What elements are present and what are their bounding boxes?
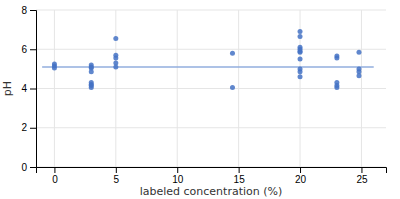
y-tick-mark	[30, 10, 36, 11]
marks	[42, 29, 374, 90]
x-tick: 0	[52, 167, 58, 185]
x-axis: 0 5 10 15 20 25	[37, 167, 387, 185]
x-tick-mark	[239, 167, 240, 173]
scatter-point	[298, 49, 303, 54]
y-axis-title: pH	[1, 81, 14, 96]
y-tick: 4	[21, 83, 36, 94]
y-tick: 2	[21, 122, 36, 133]
scatter-point	[298, 34, 303, 39]
x-axis-line	[37, 168, 387, 174]
y-tick-mark	[30, 167, 36, 168]
y-tick-label: 4	[21, 83, 27, 94]
scatter-point	[89, 85, 94, 90]
x-tick-mark	[177, 167, 178, 173]
y-tick-label: 2	[21, 122, 27, 133]
chart: 0 5 10 15 20 25 0 2 4 6 8 labeled concentration (%)…	[0, 0, 400, 199]
y-tick: 0	[21, 162, 36, 173]
x-tick: 10	[172, 167, 184, 185]
x-tick-label: 5	[114, 174, 120, 185]
scatter-point	[89, 69, 94, 74]
y-tick-label: 0	[21, 162, 27, 173]
y-axis-line	[30, 11, 37, 168]
x-tick-mark	[300, 167, 301, 173]
scatter-point	[334, 85, 339, 90]
y-tick: 6	[21, 44, 36, 55]
y-tick-label: 6	[21, 44, 27, 55]
scatter-point	[334, 56, 339, 61]
x-tick-mark	[116, 167, 117, 173]
scatter-point	[298, 29, 303, 34]
scatter-point	[113, 64, 118, 69]
x-tick-label: 20	[295, 174, 307, 185]
x-axis-title: labeled concentration (%)	[140, 185, 283, 198]
scatter-point	[356, 73, 361, 78]
y-tick-mark	[30, 49, 36, 50]
scatter-point	[113, 56, 118, 61]
scatter-point	[89, 64, 94, 69]
y-tick-mark	[30, 89, 36, 90]
plot: 0 5 10 15 20 25 0 2 4 6 8	[21, 5, 386, 185]
y-tick-mark	[30, 128, 36, 129]
scatter-point	[298, 74, 303, 79]
y-grid-line	[36, 127, 386, 128]
x-tick-label: 15	[234, 174, 246, 185]
y-axis: 0 2 4 6 8	[21, 5, 36, 173]
y-tick-label: 8	[21, 5, 27, 16]
x-tick-mark	[361, 167, 362, 173]
scatter-point	[298, 69, 303, 74]
x-tick-mark	[54, 167, 55, 173]
x-tick: 20	[295, 167, 307, 185]
x-tick-label: 0	[52, 174, 58, 185]
x-tick: 15	[234, 167, 246, 185]
x-tick-label: 10	[172, 174, 184, 185]
scatter-point	[356, 50, 361, 55]
grid	[36, 10, 386, 167]
x-tick: 25	[356, 167, 368, 185]
scatter-point	[113, 36, 118, 41]
scatter-point	[230, 85, 235, 90]
x-tick: 5	[114, 167, 120, 185]
y-tick: 8	[21, 5, 36, 16]
scatter-point	[52, 65, 57, 70]
y-grid-line	[36, 49, 386, 50]
scatter-point	[230, 51, 235, 56]
y-grid-line	[36, 10, 386, 11]
x-tick-label: 25	[356, 174, 368, 185]
scatter-point	[298, 57, 303, 62]
scatter-point	[298, 50, 303, 55]
y-grid-line	[36, 88, 386, 89]
